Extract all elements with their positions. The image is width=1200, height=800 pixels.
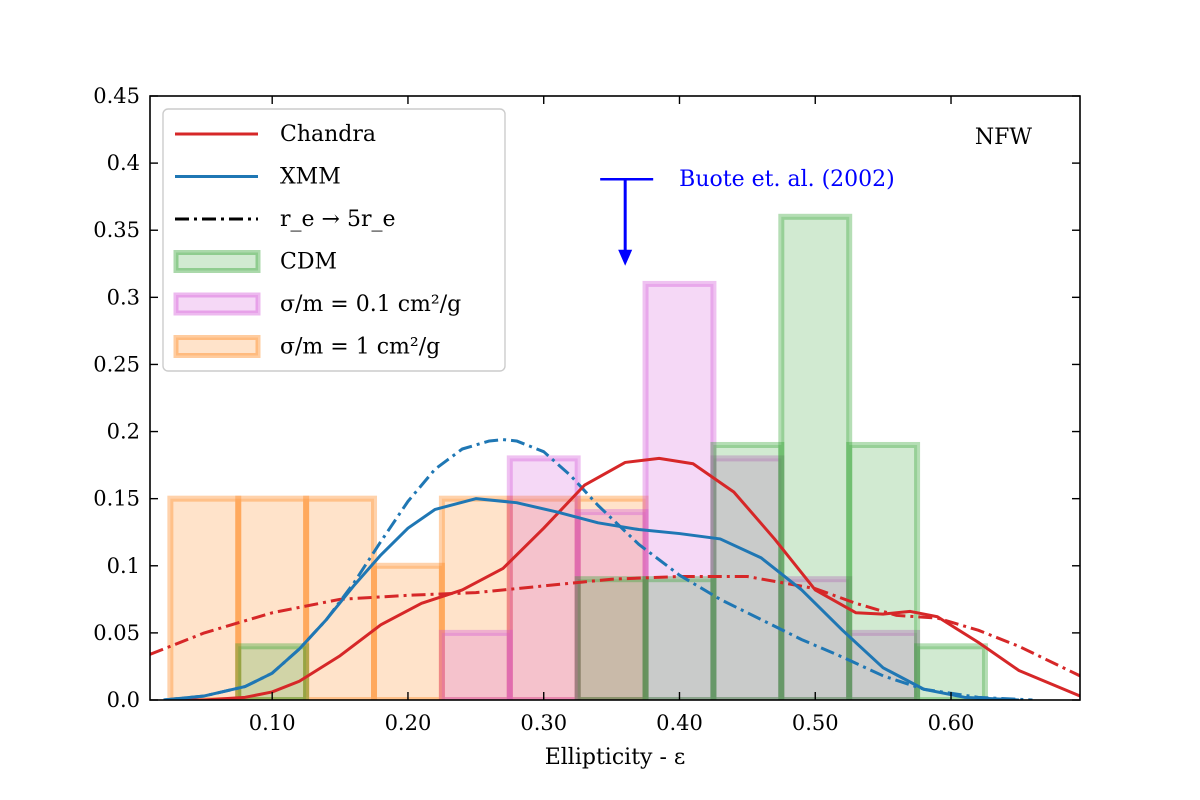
x-tick-label: 0.50	[792, 711, 839, 735]
legend-entry: CDM	[173, 250, 337, 275]
legend-label: CDM	[280, 250, 337, 275]
legend-entry: σ/m = 1 cm²/g	[173, 335, 440, 360]
legend: Chandra XMM r_e → 5r_e CDM σ/m = 0.1 cm²/g σ/…	[162, 108, 506, 372]
histogram-bar	[574, 576, 649, 700]
x-tick-label: 0.20	[385, 711, 432, 735]
legend-entry: r_e → 5r_e	[175, 207, 396, 232]
histogram-bar	[642, 576, 717, 700]
dashdot-curve	[150, 575, 1080, 678]
axes-frame	[149, 95, 1081, 701]
histogram-bar	[167, 495, 242, 700]
legend-entry: σ/m = 0.1 cm²/g	[173, 292, 461, 317]
histogram-bar	[778, 213, 853, 700]
histogram-bar	[438, 629, 513, 700]
annotation-arrow-head	[618, 249, 633, 266]
annotation: Buote et. al. (2002)	[600, 167, 895, 266]
histogram-bar	[846, 629, 921, 700]
y-tick-label: 0.05	[93, 621, 140, 645]
legend-entry: Chandra	[175, 122, 376, 147]
y-tick-label: 0.4	[107, 151, 140, 175]
histogram-bar	[506, 455, 581, 700]
y-tick-label: 0.1	[107, 554, 140, 578]
axes: 0.10 0.20 0.30 0.40 0.50 0.60 0.0 0.05 0.1 0.15 0.…	[93, 84, 1081, 735]
histogram-bar	[371, 562, 445, 700]
legend-patch	[173, 335, 261, 358]
x-tick-label: 0.60	[928, 711, 975, 735]
x-tick-label: 0.40	[656, 711, 703, 735]
histogram-bar	[642, 280, 717, 700]
y-tick-label: 0.35	[93, 218, 140, 242]
y-tick-label: 0.0	[107, 688, 140, 712]
legend-patch	[173, 292, 261, 316]
y-tick-label: 0.3	[107, 285, 140, 309]
legend-label: XMM	[280, 165, 341, 190]
plot-area	[150, 213, 1080, 700]
y-tick-label: 0.25	[93, 352, 140, 376]
x-axis-label: Ellipticity - ε	[545, 745, 686, 770]
histogram-bar	[574, 509, 649, 700]
legend-label: Chandra	[280, 122, 376, 147]
x-tick-label: 0.10	[249, 711, 296, 735]
plot-clip-group	[150, 213, 1080, 700]
legend-entry: XMM	[175, 165, 341, 190]
legend-patch	[173, 250, 261, 273]
legend-label: σ/m = 0.1 cm²/g	[280, 292, 461, 317]
histogram-bar	[846, 441, 921, 700]
x-tick-label: 0.30	[520, 711, 567, 735]
histogram-bar	[574, 495, 649, 700]
corner-label: NFW	[975, 125, 1033, 150]
y-tick-label: 0.45	[93, 84, 140, 108]
annotation-text: Buote et. al. (2002)	[679, 167, 895, 192]
histogram-bar	[778, 576, 853, 700]
chandra-curve	[163, 456, 1080, 700]
legend-label: r_e → 5r_e	[280, 207, 396, 232]
histogram-bar	[710, 455, 785, 700]
histogram-sidm01	[438, 280, 921, 700]
legend-label: σ/m = 1 cm²/g	[280, 335, 440, 360]
histogram-bar	[506, 495, 581, 700]
y-tick-label: 0.2	[107, 420, 140, 444]
xmm-curve	[163, 497, 1019, 700]
y-tick-label: 0.15	[93, 487, 140, 511]
legend-box	[162, 108, 506, 372]
